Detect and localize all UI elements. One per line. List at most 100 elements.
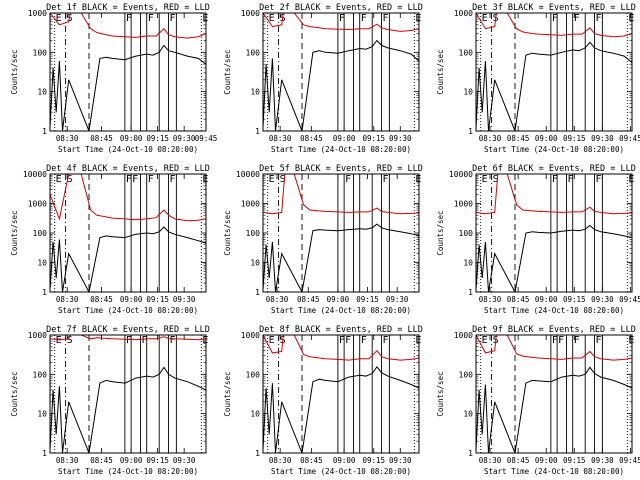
x-tick-label: 09:45 (619, 134, 640, 143)
x-tick-label: 09:30 (591, 134, 614, 143)
y-tick-label: 10 (37, 410, 47, 419)
events-series-line (476, 41, 632, 131)
x-tick-label: 09:00 (535, 134, 558, 143)
series-group (476, 174, 632, 292)
x-axis-label: Start Time (24-Oct-10 08:20:00) (58, 145, 198, 154)
event-marker-label: F (345, 335, 351, 346)
x-tick-label: 08:45 (90, 456, 113, 465)
y-tick-label: 1000 (454, 200, 473, 209)
series-group (476, 335, 632, 453)
y-tick-label: 100 (33, 370, 48, 379)
x-tick-label: 09:15 (563, 456, 586, 465)
event-marker-label: F (148, 13, 154, 24)
event-marker-label: F (126, 13, 132, 24)
lld-series-line (263, 174, 419, 215)
x-tick-label: 09:00 (120, 456, 143, 465)
x-tick-label: 08:30 (56, 456, 79, 465)
event-marker-label: F (170, 13, 176, 24)
y-tick-label: 100 (246, 370, 261, 379)
event-marker-label: E (628, 335, 634, 346)
x-tick-label: 08:45 (300, 134, 323, 143)
chart-title: Det 5f BLACK = Events, RED = LLD (259, 164, 423, 174)
event-marker-label: F (170, 174, 176, 185)
x-tick-label: 09:00 (120, 295, 143, 304)
y-tick-label: 10 (37, 259, 47, 268)
x-tick-label: 09:30 (173, 456, 196, 465)
event-marker-label: E (56, 174, 62, 185)
y-tick-label: 1000 (28, 9, 47, 18)
y-tick-label: 1000 (454, 9, 473, 18)
series-group (476, 13, 632, 131)
event-marker-label: F (148, 174, 154, 185)
events-series-line (476, 366, 632, 453)
chart-title: Det 4f BLACK = Events, RED = LLD (46, 164, 210, 174)
y-tick-label: 100 (459, 48, 474, 57)
x-tick-label: 08:45 (507, 295, 530, 304)
x-tick-label: 09:45 (195, 134, 218, 143)
y-tick-label: 1000 (28, 331, 47, 340)
x-tick-label: 08:30 (479, 295, 502, 304)
event-marker-label: S (493, 174, 499, 185)
event-marker-label: S (67, 335, 73, 346)
x-tick-label: 09:15 (563, 295, 586, 304)
event-marker-label: E (415, 335, 421, 346)
event-marker-label: F (132, 174, 138, 185)
event-marker-label: E (202, 13, 208, 24)
plot-frame (262, 334, 420, 454)
chart-title: Det 8f BLACK = Events, RED = LLD (259, 325, 423, 335)
y-tick-label: 1 (468, 449, 473, 458)
x-tick-label: 09:00 (535, 456, 558, 465)
event-marker-label: E (482, 335, 488, 346)
event-marker-label: F (596, 335, 602, 346)
y-axis-label: Counts/sec (10, 210, 19, 255)
lld-series-line (50, 13, 206, 39)
y-tick-label: 10 (250, 88, 260, 97)
lld-series-line (476, 335, 632, 361)
x-axis-label: Start Time (24-Oct-10 08:20:00) (271, 145, 411, 154)
lld-series-line (476, 174, 632, 215)
event-marker-label: F (558, 335, 564, 346)
event-marker-label: F (567, 174, 573, 185)
chart-title: Det 2f BLACK = Events, RED = LLD (259, 3, 423, 13)
x-tick-label: 09:15 (563, 134, 586, 143)
event-marker-label: F (552, 335, 558, 346)
plot-frame (475, 334, 633, 454)
plot-frame (475, 12, 633, 132)
y-tick-label: 10 (463, 410, 473, 419)
y-tick-label: 10000 (449, 170, 473, 179)
x-tick-label: 08:30 (479, 134, 502, 143)
y-tick-label: 100 (33, 229, 48, 238)
x-tick-label: 08:30 (269, 134, 292, 143)
events-series-line (50, 366, 206, 453)
x-tick-label: 09:45 (619, 295, 640, 304)
event-marker-label: E (482, 13, 488, 24)
x-tick-label: 09:00 (333, 134, 356, 143)
x-tick-label: 09:30 (389, 456, 412, 465)
event-marker-label: F (126, 335, 132, 346)
lld-series-line (263, 13, 419, 32)
chart-title: Det 7f BLACK = Events, RED = LLD (46, 325, 210, 335)
event-marker-label: E (56, 335, 62, 346)
series-group (263, 335, 419, 453)
chart-panel: Det 5f BLACK = Events, RED = LLD Counts/s… (223, 164, 423, 315)
series-group (263, 174, 419, 292)
events-series-line (476, 224, 632, 292)
y-tick-label: 1000 (241, 9, 260, 18)
event-marker-label: F (345, 174, 351, 185)
x-tick-label: 09:00 (120, 134, 143, 143)
event-marker-label: F (552, 174, 558, 185)
y-tick-label: 10000 (23, 170, 47, 179)
x-tick-label: 08:45 (297, 295, 320, 304)
plot-frame (49, 12, 207, 132)
x-tick-label: 09:15 (362, 456, 385, 465)
lld-series-line (50, 174, 206, 222)
y-axis-label: Counts/sec (10, 49, 19, 94)
y-tick-label: 100 (246, 48, 261, 57)
y-tick-label: 1000 (28, 200, 47, 209)
event-marker-label: E (628, 13, 634, 24)
event-marker-label: E (56, 13, 62, 24)
event-marker-label: E (269, 335, 275, 346)
events-series-line (50, 44, 206, 131)
event-marker-label: F (339, 13, 345, 24)
x-tick-label: 09:30 (173, 134, 196, 143)
